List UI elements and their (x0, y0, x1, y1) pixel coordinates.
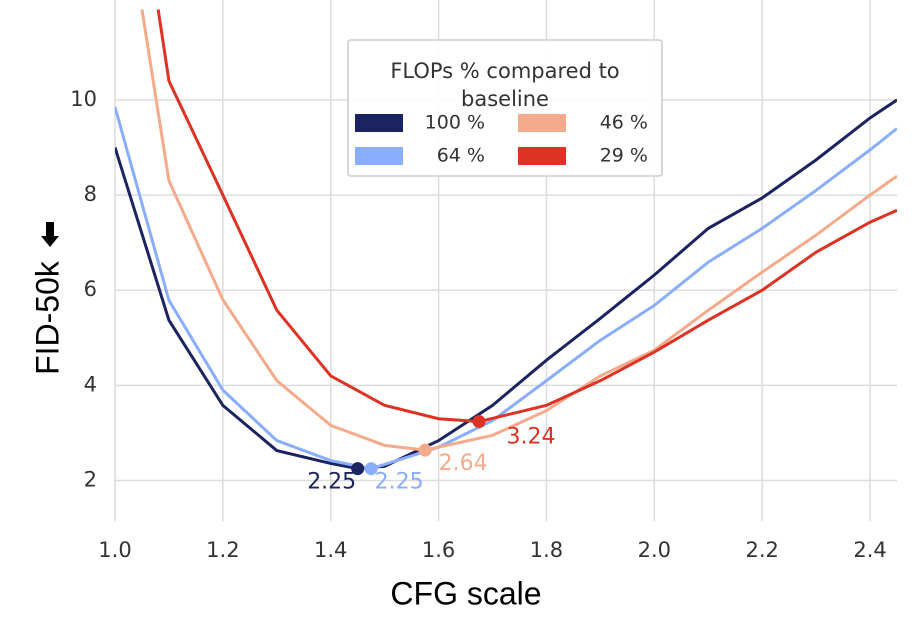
x-tick-label: 2.0 (638, 538, 671, 562)
legend-label: 29 % (600, 145, 648, 167)
legend-swatch (355, 147, 403, 165)
line (115, 106, 897, 471)
line (115, 98, 897, 471)
legend-swatch (518, 114, 566, 132)
min-marker (351, 462, 365, 476)
line (140, 9, 897, 452)
legend-label: 64 % (437, 145, 485, 167)
x-tick-label: 2.2 (745, 538, 778, 562)
down-arrow (41, 222, 59, 247)
legend-box (347, 39, 663, 177)
x-tick-label: 2.4 (853, 538, 886, 562)
min-label: 2.25 (375, 470, 424, 495)
y-tick-label: 8 (84, 182, 97, 206)
min-marker (364, 462, 378, 476)
legend-label: 100 % (425, 112, 485, 134)
min-label: 3.24 (507, 425, 556, 450)
y-tick-label: 6 (84, 277, 97, 301)
x-tick-label: 1.6 (422, 538, 455, 562)
legend-swatch (518, 147, 566, 165)
min-label: 2.25 (307, 470, 356, 495)
x-tick-label: 1.0 (98, 538, 131, 562)
legend-swatch (355, 114, 403, 132)
line (156, 9, 897, 424)
min-label: 2.64 (439, 451, 488, 476)
legend-title: FLOPs % compared to baseline (390, 59, 619, 111)
x-tick-label: 1.4 (314, 538, 347, 562)
y-tick-label: 2 (84, 468, 97, 492)
legend-label: 46 % (600, 112, 648, 134)
y-tick-label: 10 (70, 87, 97, 111)
y-axis-label: FID-50k (29, 260, 65, 375)
x-tick-label: 1.8 (530, 538, 563, 562)
x-axis-label: CFG scale (390, 575, 541, 611)
min-marker (472, 415, 486, 429)
x-tick-label: 1.2 (206, 538, 239, 562)
y-tick-label: 4 (84, 372, 97, 396)
min-marker (418, 443, 432, 457)
plot-lines (115, 9, 897, 471)
